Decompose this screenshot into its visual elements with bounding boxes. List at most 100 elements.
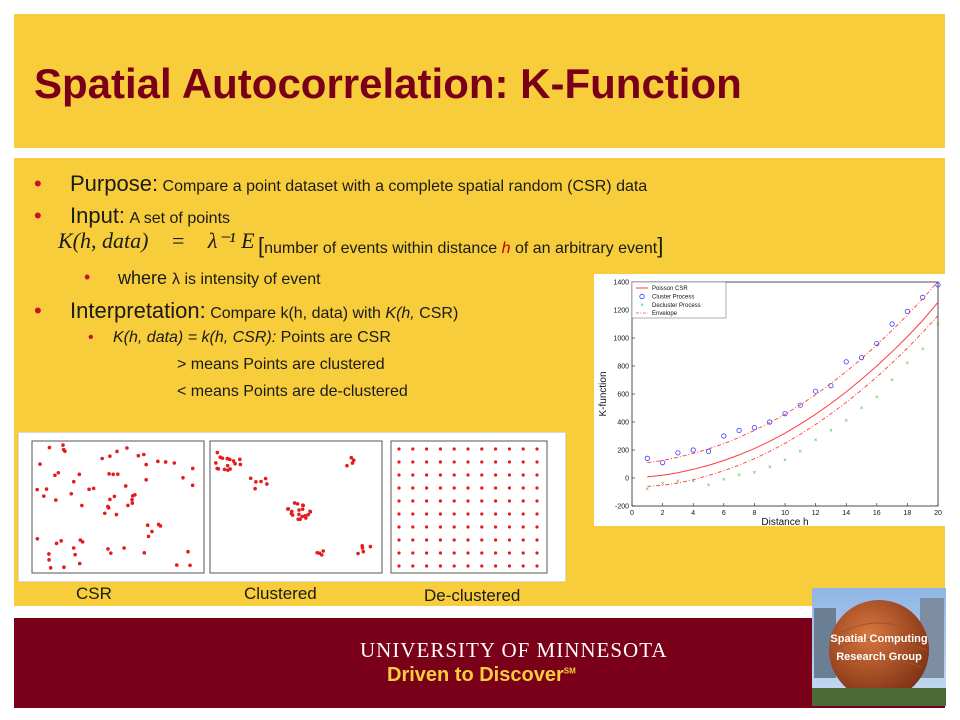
clustered-meaning: > means Points are clustered (177, 356, 385, 373)
csr-point (47, 445, 52, 450)
clustered-point (218, 455, 223, 459)
declustered-point (480, 486, 484, 490)
declustered-point (397, 473, 401, 477)
declustered-point (452, 564, 456, 568)
x-tick-label: 0 (630, 510, 634, 517)
csr-point (186, 549, 190, 554)
declustered-point (411, 499, 415, 503)
clustered-point (238, 462, 243, 467)
decluster-process-point: × (707, 483, 711, 489)
y-tick-label: 800 (617, 364, 629, 371)
csr-point (56, 470, 61, 475)
declustered-point (507, 499, 511, 503)
clustered-point (356, 551, 360, 556)
csr-point (144, 462, 149, 467)
interpretation-text-2: CSR) (414, 305, 459, 322)
declustered-point (507, 460, 511, 464)
x-tick-label: 16 (873, 510, 881, 517)
csr-point (156, 522, 161, 527)
decluster-process-point: × (875, 395, 879, 401)
formula-eq: = (171, 228, 185, 253)
csr-point (190, 483, 195, 488)
declustered-point (411, 473, 415, 477)
decluster-process-point: × (921, 347, 925, 353)
bullet-marker: • (34, 298, 42, 323)
clustered-point (315, 550, 319, 555)
declustered-point (425, 512, 429, 516)
declustered-point (521, 460, 525, 464)
where-line: where λ is intensity of event (118, 268, 321, 289)
bullet-marker: • (88, 329, 94, 346)
y-axis-label: K-function (598, 371, 609, 416)
clustered-point (226, 468, 230, 472)
x-tick-label: 8 (752, 510, 756, 517)
csr-point (91, 486, 96, 491)
y-tick-label: -200 (615, 504, 629, 511)
bullet-marker: • (34, 171, 42, 196)
declustered-point (480, 564, 484, 568)
declustered-point (494, 473, 498, 477)
declustered-point (535, 460, 539, 464)
clustered-point (345, 463, 349, 468)
declustered-point (535, 551, 539, 555)
declustered-points (397, 447, 539, 568)
csr-point (114, 512, 119, 517)
decluster-process-point: × (691, 479, 695, 485)
clustered-point (303, 513, 307, 518)
chart-axes: 0 2 4 6 8 10 12 14 16 18 20-2000200400600800100012… (598, 280, 942, 529)
declustered-point (466, 499, 470, 503)
csr-point (53, 473, 57, 478)
clustered-point (360, 543, 365, 548)
declustered-point (452, 499, 456, 503)
declustered-point (466, 564, 470, 568)
csr-point (38, 462, 42, 466)
clustered-point (306, 512, 310, 517)
csr-point (130, 497, 134, 502)
declustered-point (466, 447, 470, 451)
declustered-point (397, 499, 401, 503)
bullet-marker: • (84, 267, 91, 287)
y-tick-label: 1000 (613, 336, 629, 343)
declustered-point (507, 447, 511, 451)
clustered-point (300, 507, 305, 511)
university-wordmark: UNIVERSITY OF MINNESOTA (360, 638, 668, 662)
declustered-point (411, 447, 415, 451)
declustered-meaning: < means Points are de-clustered (177, 383, 408, 400)
clustered-point (233, 461, 237, 466)
csr-point (87, 487, 91, 492)
formula-bracket-open: [ (258, 233, 265, 258)
k-function-chart-svg: 0 2 4 6 8 10 12 14 16 18 20-2000200400600800100012… (598, 280, 942, 529)
declustered-point (466, 473, 470, 477)
clustered-point (297, 512, 301, 517)
point-pattern-svg (31, 440, 548, 574)
declustered-point (521, 473, 525, 477)
declustered-point (494, 551, 498, 555)
clustered-point (253, 486, 257, 491)
csr-points (35, 443, 195, 570)
clustered-point (308, 509, 312, 514)
csr-point (112, 494, 117, 499)
declustered-point (480, 460, 484, 464)
csr-point (136, 453, 141, 458)
csr-point (35, 487, 39, 492)
csr-point (77, 561, 82, 566)
cluster-process-point (813, 388, 819, 394)
y-tick-label: 400 (617, 420, 629, 427)
csr-point (54, 541, 59, 546)
decluster-process-point: × (661, 482, 665, 488)
decluster-process-point: × (646, 487, 650, 493)
formula-h: h (501, 240, 511, 257)
formula-rhs: λ⁻¹ E (207, 228, 255, 253)
k-function-chart: 0 2 4 6 8 10 12 14 16 18 20 -200 0 200 400 600 800 1000 12… (594, 274, 946, 529)
decluster-process-point: × (860, 406, 864, 412)
declustered-point (507, 551, 511, 555)
declustered-point (397, 551, 401, 555)
declustered-point (494, 564, 498, 568)
legend-label-poisson: Poisson CSR (652, 286, 688, 292)
cluster-process-point (843, 359, 849, 365)
x-tick-label: 2 (661, 510, 665, 517)
y-tick-label: 1400 (613, 280, 629, 287)
clustered-points (214, 450, 373, 557)
declustered-point (411, 512, 415, 516)
cluster-process-point (782, 411, 788, 417)
